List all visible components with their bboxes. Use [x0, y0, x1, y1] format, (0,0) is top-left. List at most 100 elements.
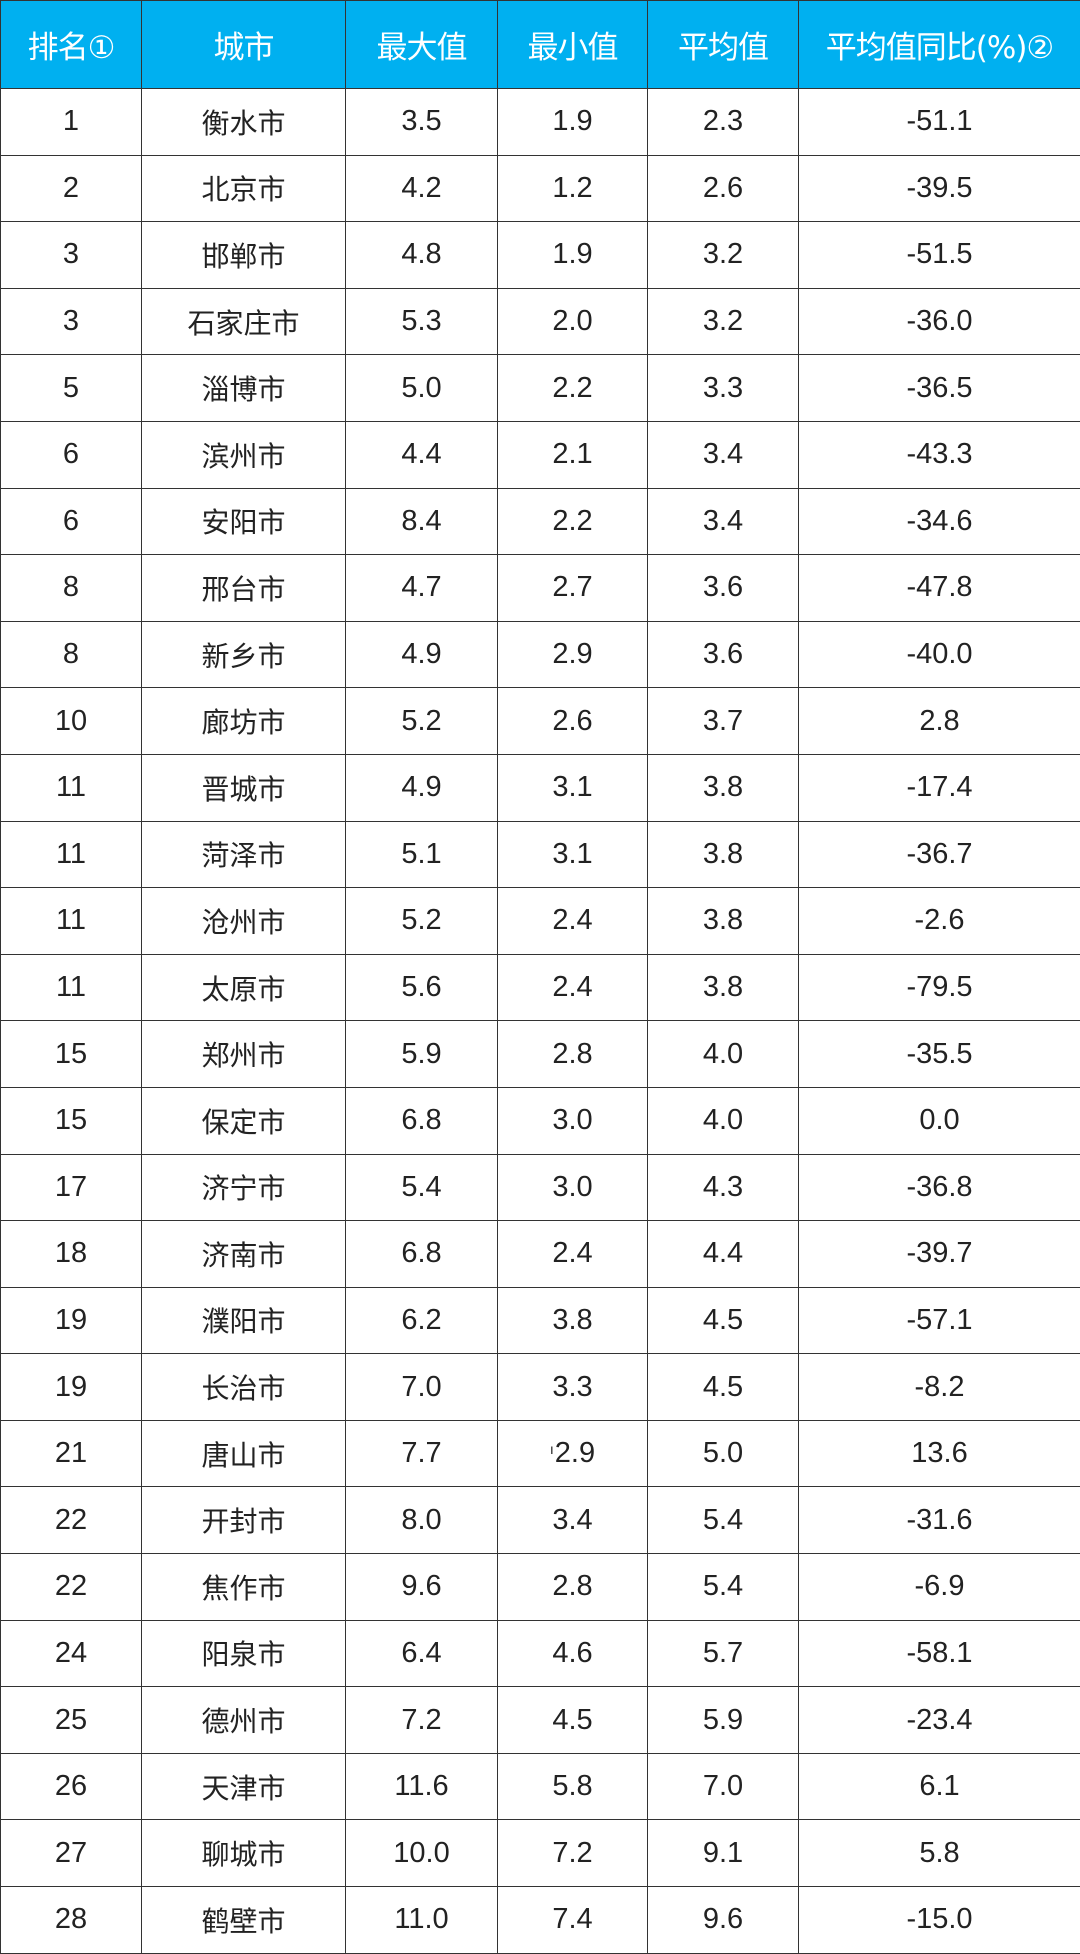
cell-max: 9.6	[345, 1553, 498, 1621]
cell-rank: 8	[0, 620, 142, 689]
cell-city: 廊坊市	[141, 687, 346, 755]
cell-city: 聊城市	[141, 1819, 346, 1888]
cell-min: 1.9	[497, 88, 648, 156]
cell-rank: 21	[0, 1419, 142, 1488]
table-row: 11 太原市 5.6 2.4 3.8 -79.5	[0, 953, 1080, 1022]
column-header-min: 最小值	[497, 0, 648, 89]
cell-city: 北京市	[141, 154, 346, 223]
cell-avg: 5.0	[647, 1419, 799, 1488]
cell-city: 济南市	[141, 1220, 346, 1288]
cell-city: 沧州市	[141, 887, 346, 955]
cell-city: 开封市	[141, 1486, 346, 1555]
cell-min: 3.1	[497, 753, 648, 822]
cell-avg: 3.8	[647, 887, 799, 955]
cell-min: 2.4	[497, 953, 648, 1022]
cell-min: 2.7	[497, 554, 648, 622]
table-row: 26 天津市 11.6 5.8 7.0 6.1	[0, 1752, 1080, 1821]
cell-city: 晋城市	[141, 753, 346, 822]
cell-avg: 9.6	[647, 1886, 799, 1954]
table-row: 10 廊坊市 5.2 2.6 3.7 2.8	[0, 687, 1080, 755]
cell-city: 邯郸市	[141, 221, 346, 289]
cell-min: 2.8	[497, 1020, 648, 1088]
table-row: 11 晋城市 4.9 3.1 3.8 -17.4	[0, 753, 1080, 822]
table-row: 17 济宁市 5.4 3.0 4.3 -36.8	[0, 1153, 1080, 1222]
cell-max: 5.0	[345, 354, 498, 422]
cell-avg: 3.2	[647, 221, 799, 289]
table-row: 3 石家庄市 5.3 2.0 3.2 -36.0	[0, 287, 1080, 356]
cell-avg: 3.6	[647, 554, 799, 622]
cell-max: 4.7	[345, 554, 498, 622]
cell-avg: 7.0	[647, 1752, 799, 1821]
cell-avg-yoy: -35.5	[798, 1020, 1080, 1088]
cell-avg-yoy: -23.4	[798, 1686, 1080, 1754]
cell-max: 5.2	[345, 687, 498, 755]
cell-avg-yoy: 13.6	[798, 1419, 1080, 1488]
cell-min: 2.8	[497, 1553, 648, 1621]
cell-avg-yoy: -2.6	[798, 887, 1080, 955]
cell-rank: 3	[0, 221, 142, 289]
column-header-avg: 平均值	[647, 0, 799, 89]
cell-value: 2.9	[554, 1437, 596, 1470]
cell-avg-yoy: -58.1	[798, 1619, 1080, 1688]
table-row: 25 德州市 7.2 4.5 5.9 -23.4	[0, 1686, 1080, 1754]
cell-rank: 25	[0, 1686, 142, 1754]
cell-city: 保定市	[141, 1086, 346, 1155]
table-row: 11 沧州市 5.2 2.4 3.8 -2.6	[0, 887, 1080, 955]
cell-avg: 3.8	[647, 953, 799, 1022]
cell-max: 5.9	[345, 1020, 498, 1088]
cell-min: 5.8	[497, 1752, 648, 1821]
cell-rank: 22	[0, 1553, 142, 1621]
cell-rank: 2	[0, 154, 142, 223]
cell-city: 淄博市	[141, 354, 346, 422]
cell-avg-yoy: -36.0	[798, 287, 1080, 356]
cell-avg: 4.4	[647, 1220, 799, 1288]
cell-avg: 3.8	[647, 753, 799, 822]
cell-min: 3.3	[497, 1353, 648, 1421]
cell-min: 3.8	[497, 1286, 648, 1355]
cell-avg-yoy: -79.5	[798, 953, 1080, 1022]
cell-avg-yoy: -34.6	[798, 487, 1080, 556]
cell-max: 7.2	[345, 1686, 498, 1754]
cell-avg-yoy: -39.5	[798, 154, 1080, 223]
cell-avg: 3.2	[647, 287, 799, 356]
cell-min: 2.4	[497, 1220, 648, 1288]
cell-rank: 10	[0, 687, 142, 755]
cell-min: ı2.9	[497, 1419, 648, 1488]
cell-max: 4.2	[345, 154, 498, 223]
cell-max: 3.5	[345, 88, 498, 156]
cell-rank: 26	[0, 1752, 142, 1821]
cell-rank: 19	[0, 1353, 142, 1421]
cell-max: 6.8	[345, 1086, 498, 1155]
table-row: 6 滨州市 4.4 2.1 3.4 -43.3	[0, 420, 1080, 489]
cell-avg: 3.4	[647, 487, 799, 556]
cell-rank: 28	[0, 1886, 142, 1954]
cell-rank: 17	[0, 1153, 142, 1222]
cell-avg-yoy: -47.8	[798, 554, 1080, 622]
cell-avg-yoy: -43.3	[798, 420, 1080, 489]
table-row: 11 菏泽市 5.1 3.1 3.8 -36.7	[0, 820, 1080, 889]
table-row: 19 濮阳市 6.2 3.8 4.5 -57.1	[0, 1286, 1080, 1355]
cell-max: 8.4	[345, 487, 498, 556]
cell-rank: 18	[0, 1220, 142, 1288]
table-row: 18 济南市 6.8 2.4 4.4 -39.7	[0, 1220, 1080, 1288]
cell-city: 郑州市	[141, 1020, 346, 1088]
table-row: 3 邯郸市 4.8 1.9 3.2 -51.5	[0, 221, 1080, 289]
table-row: 28 鹤壁市 11.0 7.4 9.6 -15.0	[0, 1886, 1080, 1954]
cell-min: 2.6	[497, 687, 648, 755]
cell-avg: 3.4	[647, 420, 799, 489]
cell-city: 滨州市	[141, 420, 346, 489]
cell-avg-yoy: -8.2	[798, 1353, 1080, 1421]
cell-rank: 6	[0, 420, 142, 489]
cell-city: 济宁市	[141, 1153, 346, 1222]
cell-city: 衡水市	[141, 88, 346, 156]
cell-rank: 24	[0, 1619, 142, 1688]
cell-min: 2.9	[497, 620, 648, 689]
cell-city: 唐山市	[141, 1419, 346, 1488]
table-row: 19 长治市 7.0 3.3 4.5 -8.2	[0, 1353, 1080, 1421]
cell-city: 鹤壁市	[141, 1886, 346, 1954]
cell-rank: 11	[0, 887, 142, 955]
cell-max: 8.0	[345, 1486, 498, 1555]
cell-max: 11.6	[345, 1752, 498, 1821]
column-header-avg-yoy: 平均值同比(%)②	[798, 0, 1080, 89]
